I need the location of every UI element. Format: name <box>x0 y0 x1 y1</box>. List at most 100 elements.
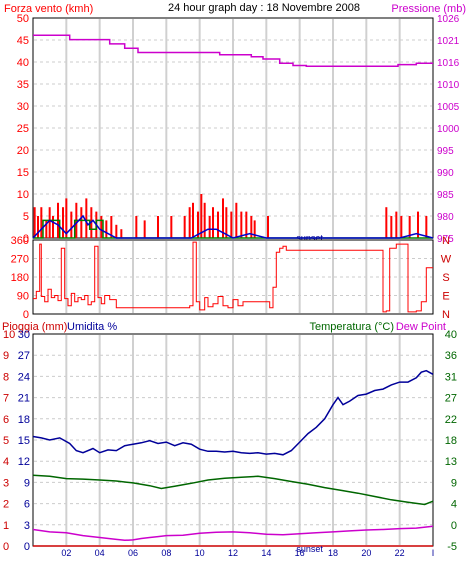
y-tick-label: 1000 <box>437 124 460 135</box>
y-tick-label: 5 <box>23 211 29 223</box>
wind-bar <box>217 211 219 238</box>
temperature-line <box>32 474 434 506</box>
wind-bar <box>222 198 224 238</box>
y-tick-label: 985 <box>437 190 454 201</box>
temperature-axis-title: Temperatura (°C) <box>310 321 394 333</box>
x-tick-label: 20 <box>361 548 371 556</box>
direction-hour-gridlines <box>65 241 401 313</box>
y-tick-label: 360 <box>11 235 29 247</box>
y-tick-label: 0 <box>24 541 30 553</box>
x-tick-label: 16 <box>295 548 305 556</box>
wind-average-line <box>32 214 434 239</box>
compass-label: N <box>442 235 450 247</box>
wind-bar <box>48 207 51 238</box>
wind-bar <box>115 224 118 238</box>
y-tick-label: 8 <box>3 371 9 383</box>
wind-bar <box>110 216 113 238</box>
y-tick-label: 0 <box>3 541 9 553</box>
compass-label: S <box>442 272 449 284</box>
wind-bar <box>62 207 64 238</box>
y-tick-label: 980 <box>437 212 454 223</box>
x-tick-label: 06 <box>128 548 138 556</box>
rain-axis-title: Pioggia (mm) <box>2 321 67 333</box>
y-tick-label: 1021 <box>437 36 460 47</box>
page-title: 24 hour graph day : 18 Novembre 2008 <box>168 2 360 14</box>
dewpoint-axis-title: Dew Point <box>396 321 446 333</box>
y-tick-label: 3 <box>3 477 9 489</box>
y-tick-label: 35 <box>17 79 29 91</box>
wind-bar <box>235 202 238 238</box>
compass-label: N <box>442 309 450 321</box>
compass-label: E <box>442 291 449 303</box>
x-tick-label: I <box>432 548 435 556</box>
y-tick-label: 3 <box>24 520 30 532</box>
wind-bar <box>230 211 233 238</box>
wind-bar <box>135 216 138 238</box>
compass-label: W <box>441 254 452 266</box>
wind-bar <box>143 220 146 238</box>
wind-bar <box>40 207 43 238</box>
wind-bar <box>45 220 48 238</box>
y-tick-label: 180 <box>11 272 29 284</box>
wind-bar <box>245 211 248 238</box>
wind-bar <box>400 216 403 238</box>
y-tick-label: 22 <box>445 414 457 426</box>
y-tick-label: 10 <box>3 329 15 341</box>
y-tick-label: 10 <box>17 189 29 201</box>
y-tick-label: 6 <box>3 414 9 426</box>
x-tick-label: 12 <box>228 548 238 556</box>
wind-bar <box>65 198 68 238</box>
wind-bar <box>120 229 123 238</box>
y-tick-label: 0 <box>23 309 29 321</box>
humidity-line <box>32 369 434 456</box>
y-tick-label: 90 <box>17 291 29 303</box>
wind-bar <box>425 216 428 238</box>
y-tick-label: 40 <box>445 329 457 341</box>
wind-bar <box>417 211 419 238</box>
y-tick-label: 7 <box>3 393 9 405</box>
x-tick-label: 14 <box>261 548 271 556</box>
wind-bar <box>85 198 88 238</box>
wind-axis-title: Forza vento (kmh) <box>4 3 93 15</box>
wind-bar <box>200 194 203 238</box>
wind-bar <box>37 216 39 238</box>
wind-bar <box>157 216 159 238</box>
wind-bar <box>390 216 393 238</box>
wind-bar <box>105 220 108 238</box>
y-tick-label: 20 <box>17 145 29 157</box>
y-tick-label: 995 <box>437 146 454 157</box>
direction-y-ticks: 360 270 180 90 0 <box>11 235 29 321</box>
y-tick-label: 1026 <box>437 14 460 25</box>
wind-bar <box>212 207 214 238</box>
wind-bar <box>408 216 411 238</box>
temperature-hour-gridlines <box>65 335 401 545</box>
wind-bars <box>33 194 428 238</box>
sunset-label: sunset <box>296 544 323 554</box>
y-tick-label: 13 <box>445 456 457 468</box>
y-tick-label: 9 <box>24 477 30 489</box>
y-tick-label: 6 <box>24 499 30 511</box>
x-tick-label: 02 <box>61 548 71 556</box>
wind-bar <box>395 211 398 238</box>
sunset-label: sunset <box>296 233 323 243</box>
humidity-axis-title: Umidita % <box>67 321 117 333</box>
y-tick-label: 975 <box>437 234 454 245</box>
pressure-axis-title: Pressione (mb) <box>391 3 466 15</box>
y-tick-label: 40 <box>17 57 29 69</box>
y-tick-label: 12 <box>18 456 30 468</box>
wind-bar <box>100 216 103 238</box>
y-tick-label: 18 <box>445 435 457 447</box>
wind-bar <box>80 207 83 238</box>
x-tick-label: 22 <box>395 548 405 556</box>
wind-gust-line <box>33 219 433 239</box>
y-tick-label: 36 <box>445 350 457 362</box>
